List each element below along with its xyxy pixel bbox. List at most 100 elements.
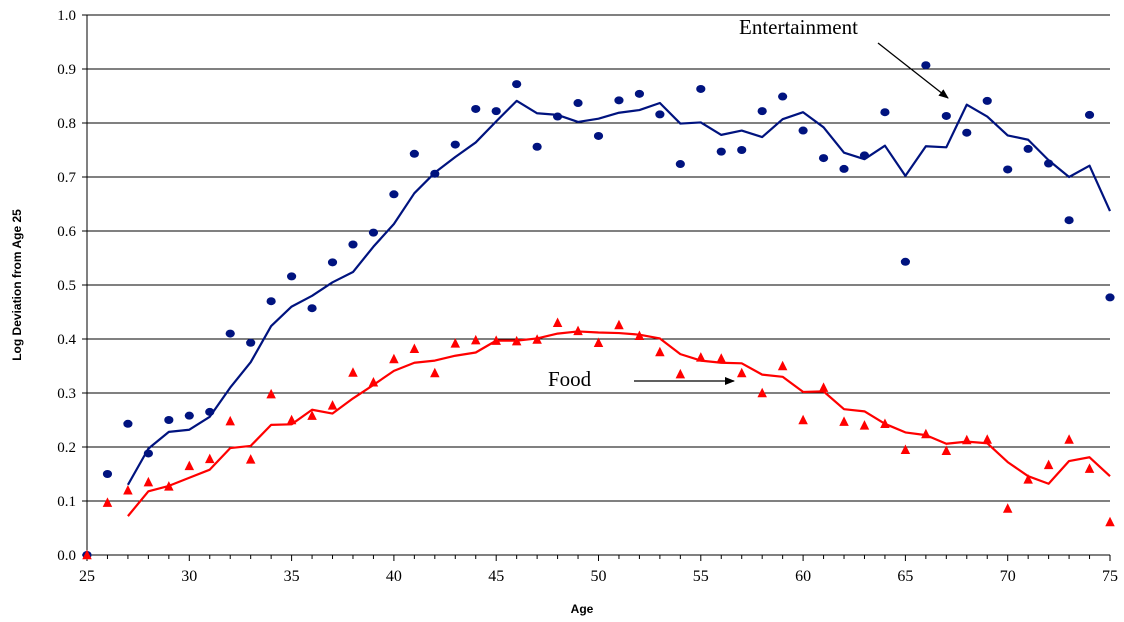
series-1-point: [102, 470, 113, 478]
x-tick-label: 45: [488, 568, 504, 585]
series-2-point: [962, 434, 972, 445]
x-tick-label: 75: [1102, 568, 1118, 585]
series-2-point: [82, 549, 92, 560]
series-1-point: [184, 411, 194, 420]
series-2-point: [532, 334, 542, 344]
series-2-point: [123, 484, 133, 495]
x-axis-title: Age: [571, 602, 594, 616]
series-2-point: [389, 353, 399, 364]
series-points: [82, 61, 1115, 560]
series-1-point: [778, 92, 788, 101]
gridlines: [87, 14, 1110, 502]
series-1-point: [205, 407, 215, 416]
series-1-point: [798, 126, 808, 135]
x-tick-label: 25: [79, 568, 95, 585]
x-tick-labels: 25 30 35 40 45 50 55 60 65 70 75: [79, 568, 1118, 585]
x-tick-label: 50: [591, 568, 607, 585]
series-2-point: [450, 338, 461, 348]
series-1-point: [696, 84, 706, 93]
series-1-point: [593, 131, 604, 140]
y-tick-label: 0.2: [57, 440, 76, 456]
series-1-point: [675, 160, 685, 169]
series-2-point: [164, 481, 174, 491]
series-1-point: [287, 272, 297, 281]
series-1-point: [1044, 159, 1054, 168]
series-1-point: [962, 128, 972, 137]
series-2-point: [327, 400, 338, 410]
series-2-point: [614, 319, 624, 330]
series-2-point: [900, 444, 911, 454]
series-2-point: [757, 387, 767, 398]
series-2-point: [1023, 474, 1033, 484]
series-1-point: [430, 169, 440, 178]
series-1-point: [982, 96, 992, 105]
series-2-point: [573, 325, 583, 336]
series-2-point: [266, 388, 276, 399]
annotation-entertainment: Entertainment: [739, 15, 858, 39]
x-tick-label: 65: [897, 568, 913, 585]
series-2-point: [634, 330, 645, 341]
series-1-point: [164, 416, 174, 424]
series-2-point: [655, 346, 665, 357]
series-1-point: [123, 419, 133, 428]
series-1-point: [880, 108, 890, 117]
series-2-point: [511, 335, 522, 346]
series-lines: [126, 99, 1112, 517]
series-1-point: [839, 164, 849, 173]
series-1-point: [532, 142, 542, 151]
series-2-point: [859, 420, 870, 430]
x-tick-label: 30: [181, 568, 197, 585]
series-1-point: [552, 112, 563, 121]
series-1-point: [941, 111, 951, 120]
series-2-point: [205, 453, 215, 464]
y-tick-label: 0.7: [57, 170, 76, 186]
series-2-point: [225, 415, 235, 426]
series-2-point: [675, 368, 686, 379]
series-2-point: [736, 367, 747, 378]
series-1-point: [1064, 216, 1074, 225]
series-1-point: [307, 304, 317, 313]
series-1-point: [450, 140, 460, 149]
series-1-point: [266, 297, 276, 306]
y-tick-label: 0.0: [57, 548, 76, 564]
x-tick-label: 40: [386, 568, 402, 585]
series-1-point: [737, 146, 747, 154]
series-2-point: [1043, 459, 1054, 470]
series-2-point: [941, 445, 952, 456]
arrow-entertainment: [877, 42, 949, 99]
series-1-point: [491, 107, 501, 116]
series-1-point: [900, 257, 911, 266]
series-2-point: [470, 334, 481, 345]
x-tick-label: 35: [284, 568, 300, 585]
series-2-point: [716, 353, 727, 363]
y-tick-label: 0.3: [57, 386, 76, 402]
series-1-point: [409, 149, 419, 158]
series-1-point: [655, 110, 665, 119]
series-1-point: [1003, 165, 1013, 174]
series-2-point: [552, 317, 563, 328]
series-2-point: [839, 416, 849, 426]
series-2-point: [1064, 434, 1074, 444]
y-tick-label: 0.9: [57, 62, 76, 78]
series-1-point: [143, 449, 153, 458]
series-2-point: [818, 382, 829, 392]
series-2-point: [1084, 463, 1095, 473]
y-tick-label: 0.4: [57, 332, 76, 348]
y-axis-title: Log Deviation from Age 25: [10, 209, 24, 361]
series-1-point: [389, 190, 399, 199]
series-2-point: [696, 352, 706, 362]
series-1-point: [1023, 144, 1033, 153]
series-2-point: [491, 335, 501, 345]
y-tick-label: 0.8: [57, 116, 76, 132]
series-2-point: [348, 367, 358, 377]
series-1-point: [634, 89, 645, 98]
axes: [82, 14, 1111, 561]
x-tick-label: 60: [795, 568, 811, 585]
series-2-point: [245, 454, 256, 464]
series-1-point: [614, 96, 624, 105]
series-1-point: [573, 99, 583, 108]
y-tick-label: 1.0: [57, 8, 76, 24]
series-1-point: [921, 61, 931, 70]
series-2-point: [368, 376, 379, 387]
